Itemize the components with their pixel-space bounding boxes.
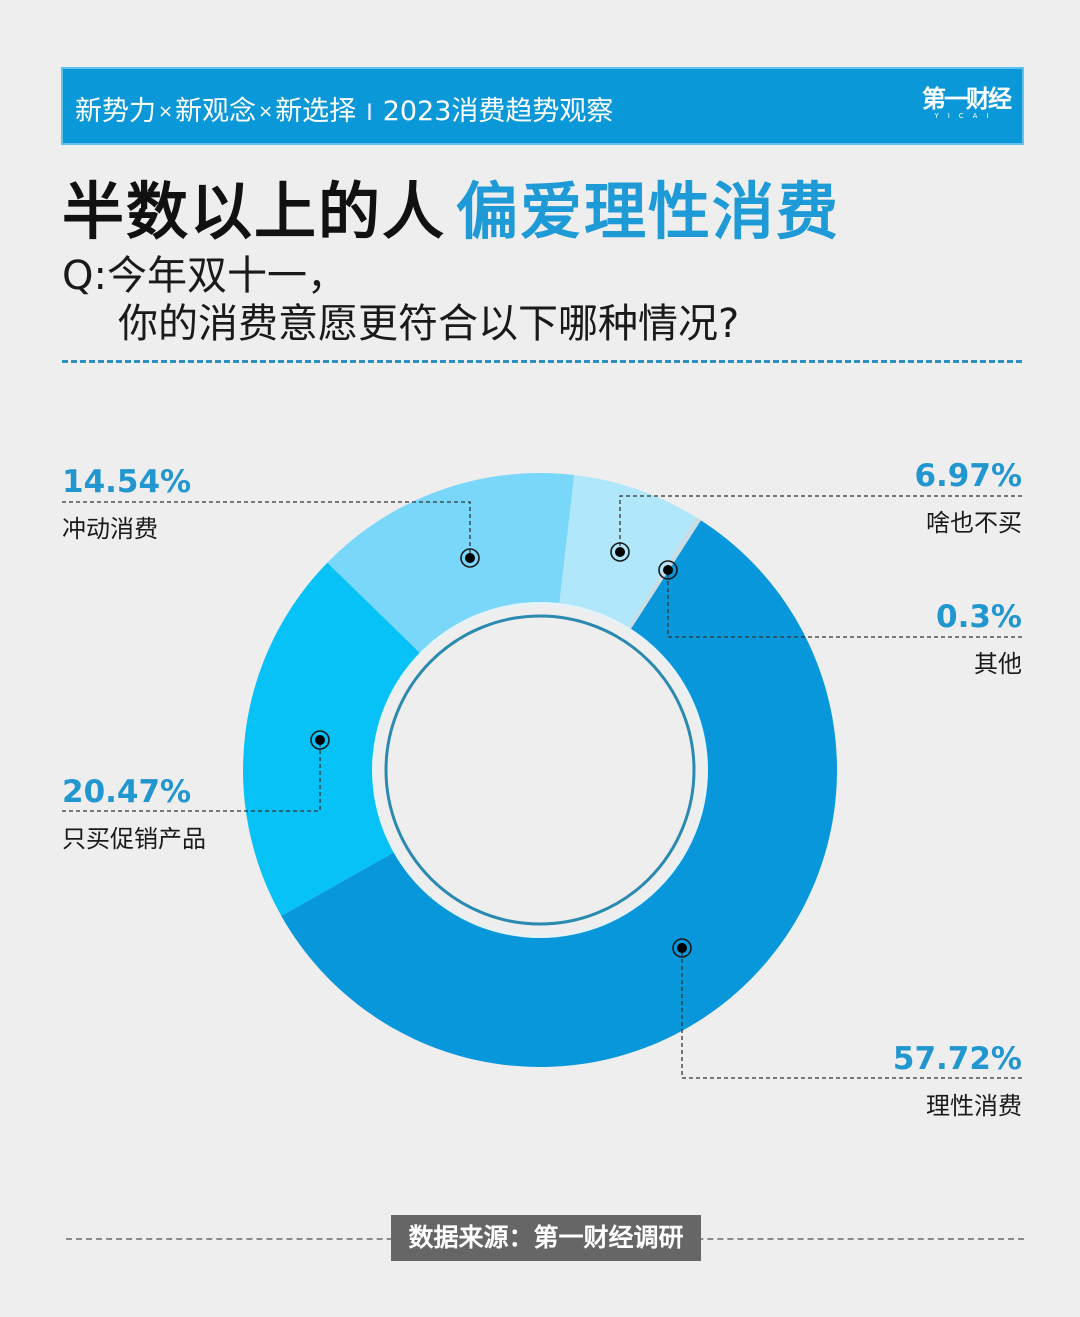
question-line-2: 你的消费意愿更符合以下哪种情况? — [118, 301, 740, 347]
other-label: 其他 — [974, 650, 1022, 678]
banner-part-3: 新选择 — [275, 96, 357, 127]
dot-marker-icon — [460, 548, 480, 568]
promo-label: 只买促销产品 — [62, 825, 206, 853]
yicai-logo: 第一财经 YICAI — [922, 85, 1012, 120]
divider-bar-icon: I — [366, 101, 373, 126]
rational-label: 理性消费 — [926, 1092, 1022, 1120]
times-icon: × — [258, 101, 274, 122]
dot-marker-icon — [658, 560, 678, 580]
times-icon: × — [158, 101, 174, 122]
donut-segment — [281, 520, 837, 1067]
dot-marker-icon — [610, 542, 630, 562]
dashed-divider — [62, 360, 1022, 363]
question-line-1: Q:今年双十一， — [62, 253, 347, 299]
nothing-percent: 6.97% — [914, 458, 1022, 494]
logo-main-text: 第一财经 — [922, 85, 1012, 113]
donut-hole — [375, 605, 705, 935]
nothing-label: 啥也不买 — [926, 509, 1022, 537]
data-source: 数据来源：第一财经调研 — [391, 1215, 701, 1261]
leader-nothing — [619, 495, 1022, 552]
dot-marker-icon — [672, 938, 692, 958]
banner-part-2: 新观念 — [175, 96, 257, 127]
leader-rational — [681, 948, 1022, 1079]
impulse-label: 冲动消费 — [62, 515, 158, 543]
donut-segment — [618, 517, 701, 644]
header-banner: 新势力 ×新观念 ×新选择 I 2023消费趋势观察 第一财经 YICAI — [61, 67, 1024, 145]
marker-dots — [310, 542, 692, 958]
impulse-percent: 14.54% — [62, 464, 192, 500]
leader-impulse — [62, 501, 471, 558]
survey-question: Q:今年双十一， 你的消费意愿更符合以下哪种情况? — [62, 252, 739, 348]
inner-ring-line — [384, 614, 696, 926]
rational-percent: 57.72% — [892, 1041, 1022, 1077]
banner-subtitle: 2023消费趋势观察 — [382, 96, 614, 127]
other-percent: 0.3% — [936, 599, 1022, 635]
logo-sub-text: YICAI — [934, 112, 998, 120]
dot-marker-icon — [310, 730, 330, 750]
page-title: 半数以上的人 偏爱理性消费 — [62, 172, 840, 252]
leader-other — [667, 570, 1022, 638]
promo-percent: 20.47% — [62, 774, 192, 810]
title-dark-part: 半数以上的人 — [62, 175, 447, 248]
banner-title: 新势力 ×新观念 ×新选择 I 2023消费趋势观察 — [75, 89, 613, 128]
title-blue-part: 偏爱理性消费 — [456, 175, 841, 248]
leader-promo — [62, 740, 321, 812]
leader-lines — [62, 495, 1022, 1079]
banner-part-1: 新势力 — [75, 96, 156, 127]
